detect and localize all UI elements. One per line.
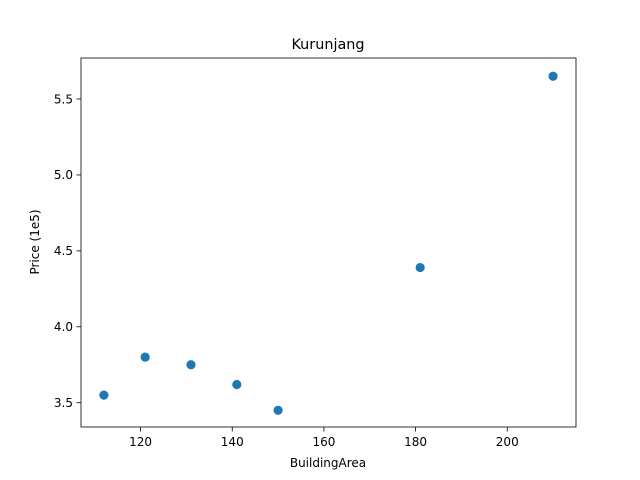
data-point-7 (548, 71, 558, 81)
data-point-4 (232, 379, 242, 390)
data-point-3 (186, 360, 196, 370)
plot-area: 120 140 160 180 200 3.5 4.0 4.5 5.0 5.5 (54, 57, 577, 449)
data-point-2 (140, 352, 150, 362)
x-tick-label-160: 160 (312, 435, 335, 449)
x-tick-label-120: 120 (129, 435, 152, 449)
x-axis-ticks: 120 140 160 180 200 (129, 427, 519, 449)
x-tick-label-140: 140 (221, 435, 244, 449)
x-axis-label: BuildingArea (290, 456, 366, 470)
data-points (99, 71, 558, 415)
x-tick-label-200: 200 (496, 435, 519, 449)
y-tick-label-4.5: 4.5 (54, 244, 73, 258)
data-point-5 (273, 405, 283, 415)
y-axis-ticks: 3.5 4.0 4.5 5.0 5.5 (54, 92, 81, 410)
plot-frame (80, 57, 577, 428)
y-tick-label-5.0: 5.0 (54, 168, 73, 182)
chart-title: Kurunjang (291, 37, 364, 53)
y-tick-label-3.5: 3.5 (54, 396, 73, 410)
data-point-1 (99, 390, 109, 400)
y-tick-label-5.5: 5.5 (54, 92, 73, 106)
x-tick-label-180: 180 (404, 435, 427, 449)
y-axis-label: Price (1e5) (28, 209, 42, 274)
data-point-6 (415, 262, 425, 273)
y-tick-label-4.0: 4.0 (54, 320, 73, 334)
